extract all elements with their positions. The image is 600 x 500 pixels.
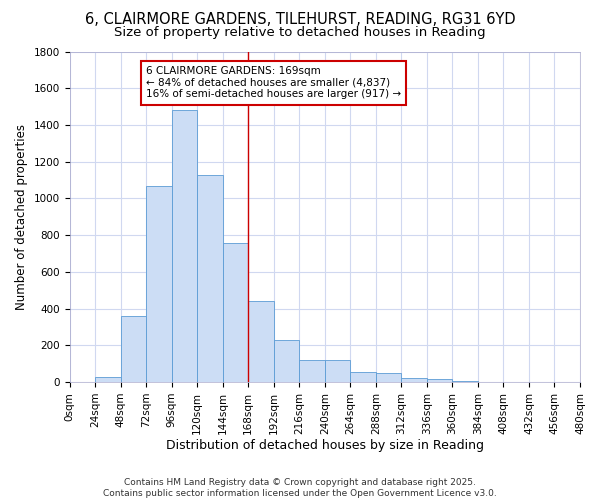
Text: Contains HM Land Registry data © Crown copyright and database right 2025.
Contai: Contains HM Land Registry data © Crown c… — [103, 478, 497, 498]
Bar — [248, 302, 274, 382]
Text: Size of property relative to detached houses in Reading: Size of property relative to detached ho… — [114, 26, 486, 39]
Bar — [376, 374, 401, 382]
Bar — [121, 316, 146, 382]
Bar — [172, 110, 197, 382]
Text: 6 CLAIRMORE GARDENS: 169sqm
← 84% of detached houses are smaller (4,837)
16% of : 6 CLAIRMORE GARDENS: 169sqm ← 84% of det… — [146, 66, 401, 100]
Y-axis label: Number of detached properties: Number of detached properties — [15, 124, 28, 310]
X-axis label: Distribution of detached houses by size in Reading: Distribution of detached houses by size … — [166, 440, 484, 452]
Bar — [325, 360, 350, 382]
Bar — [95, 376, 121, 382]
Bar — [223, 242, 248, 382]
Bar — [274, 340, 299, 382]
Bar — [427, 379, 452, 382]
Bar — [401, 378, 427, 382]
Bar — [197, 174, 223, 382]
Text: 6, CLAIRMORE GARDENS, TILEHURST, READING, RG31 6YD: 6, CLAIRMORE GARDENS, TILEHURST, READING… — [85, 12, 515, 28]
Bar — [350, 372, 376, 382]
Bar — [146, 186, 172, 382]
Bar — [299, 360, 325, 382]
